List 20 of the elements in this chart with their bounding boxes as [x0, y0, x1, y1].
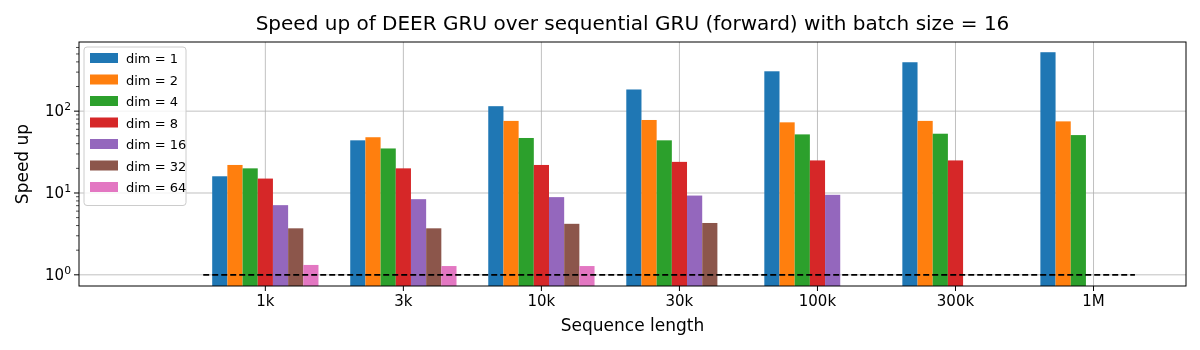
legend-label: dim = 1: [126, 51, 178, 66]
legend-label: dim = 32: [126, 158, 187, 174]
legend-label: dim = 2: [126, 72, 178, 88]
x-tick-label: 1M: [1082, 292, 1105, 310]
legend-label: dim = 16: [126, 137, 187, 152]
chart-title: Speed up of DEER GRU over sequential GRU (forward) with batch size = 16: [255, 11, 1010, 35]
x-tick-label: 10k: [527, 292, 556, 310]
x-tick-label: 3k: [394, 292, 413, 310]
legend-label: dim = 4: [126, 94, 178, 109]
x-tick-label: 300k: [936, 292, 975, 310]
y-tick-label: 10$^{2}$: [45, 99, 71, 121]
x-tick-label: 100k: [798, 292, 837, 310]
x-axis-title: Sequence length: [560, 315, 705, 335]
y-tick-label: 10$^{0}$: [45, 263, 72, 284]
y-tick-label: 10$^{1}$: [45, 181, 71, 202]
legend-label: dim = 8: [126, 115, 178, 131]
y-axis-title: Speed up: [12, 123, 32, 205]
x-tick-label: 1k: [256, 292, 275, 310]
legend-label: dim = 64: [126, 180, 187, 195]
x-tick-label: 30k: [665, 292, 694, 310]
